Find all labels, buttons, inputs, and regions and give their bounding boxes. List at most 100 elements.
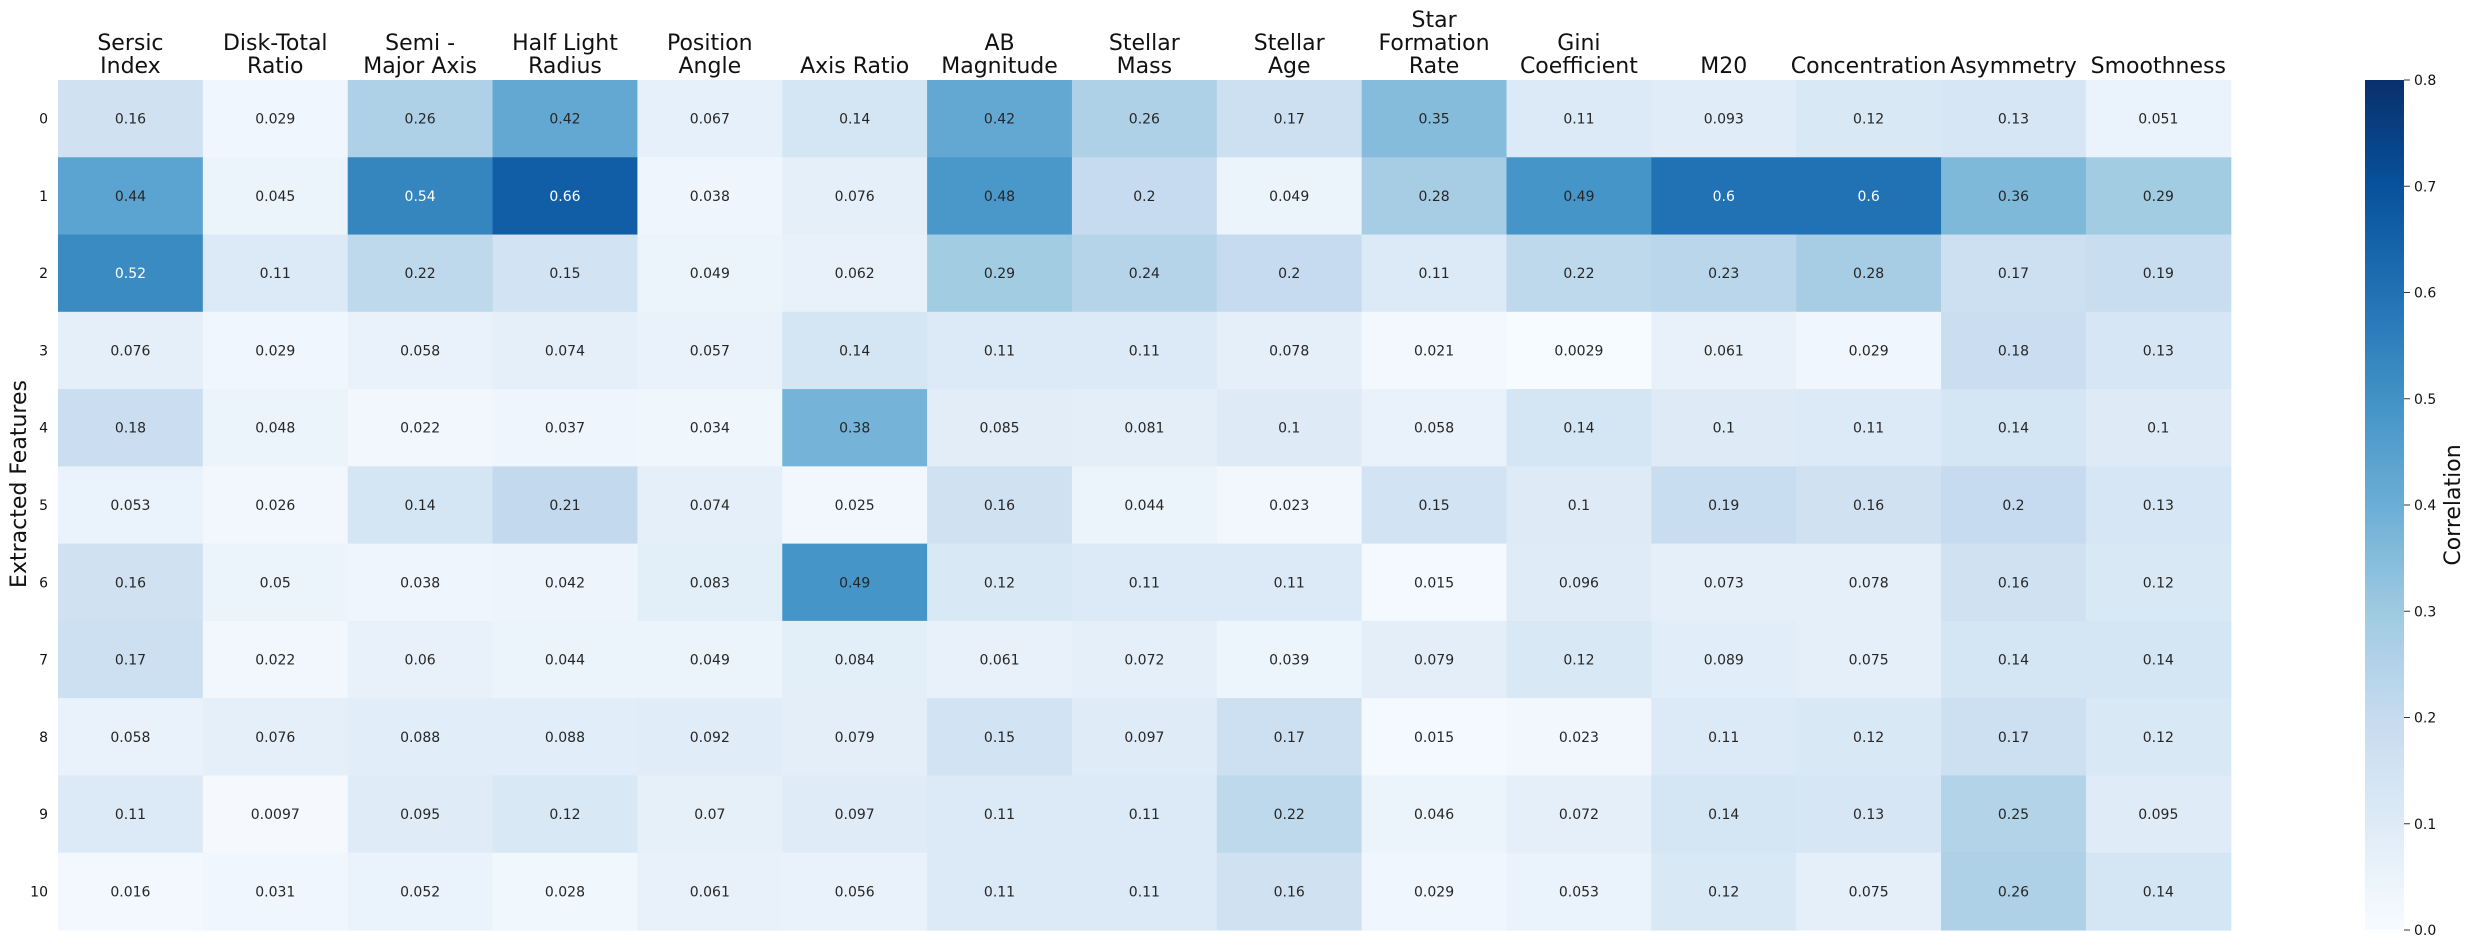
heatmap-cell-rect [2085,620,2232,699]
cell-value-label: 0.044 [1124,498,1164,514]
heatmap-cell: 0.13 [1796,775,1942,854]
heatmap-cell: 0.14 [2085,620,2232,699]
column-label: Asymmetry [1950,54,2077,79]
heatmap-cell: 0.42 [927,80,1073,158]
heatmap-cell: 0.11 [1651,698,1797,777]
column-label: Concentration [1791,54,1947,79]
cell-value-label: 0.14 [1998,653,2029,669]
heatmap-cell-rect [202,775,349,854]
colorbar-tick-label: 0.7 [2414,179,2436,195]
heatmap-cell: 0.096 [1506,543,1652,622]
heatmap-cell: 0.048 [202,389,349,467]
heatmap-cell: 0.24 [1071,234,1218,313]
cell-value-label: 0.029 [255,343,295,359]
heatmap-cell-rect [1506,620,1652,699]
heatmap-cell-rect [1651,775,1797,854]
heatmap-cell-rect [2085,234,2232,313]
cell-value-label: 0.14 [839,112,870,128]
heatmap-cell-rect [347,157,494,236]
cell-value-label: 0.072 [1124,653,1164,669]
heatmap-cell-rect [637,157,783,236]
cell-value-label: 0.17 [115,653,146,669]
cell-value-label: 0.049 [1269,189,1309,205]
cell-value-label: 0.6 [1713,189,1735,205]
heatmap-cell-rect [637,852,783,931]
cell-value-label: 0.38 [839,421,870,437]
cell-value-label: 0.12 [984,575,1015,591]
cell-value-label: 0.056 [835,884,875,900]
heatmap-cell-rect [1506,389,1652,467]
heatmap-cell-rect [2085,852,2232,931]
heatmap-cell: 0.088 [347,698,494,777]
heatmap-cell: 0.12 [2085,543,2232,622]
heatmap-cell-rect [58,852,204,931]
cell-value-label: 0.073 [1704,575,1744,591]
heatmap-cell: 0.029 [1796,311,1942,390]
heatmap-cell-rect [2085,80,2232,158]
heatmap-cell: 0.54 [347,157,494,236]
cell-value-label: 0.074 [545,343,585,359]
cell-value-label: 0.18 [1998,343,2029,359]
cell-value-label: 0.12 [549,807,580,823]
cell-value-label: 0.14 [2143,653,2174,669]
heatmap-cell: 0.12 [927,543,1073,622]
heatmap-cell-rect [637,234,783,313]
heatmap-cell: 0.016 [58,852,204,931]
cell-value-label: 0.048 [255,421,295,437]
heatmap-cell-rect [492,543,638,622]
cell-value-label: 0.052 [400,884,440,900]
heatmap-cell: 0.18 [58,389,204,467]
heatmap-cell-rect [1071,620,1218,699]
heatmap-cell: 0.075 [1796,620,1942,699]
cell-value-label: 0.18 [115,421,146,437]
heatmap-cell: 0.076 [202,698,349,777]
heatmap-cell-rect [347,466,494,545]
heatmap-cell: 0.092 [637,698,783,777]
heatmap-cell: 0.1 [1506,466,1652,545]
heatmap-cell: 0.056 [782,852,928,931]
heatmap-cell-rect [347,543,494,622]
cell-value-label: 0.2 [1133,189,1155,205]
heatmap-cell-rect [202,234,349,313]
heatmap-cell-rect [1216,852,1363,931]
cell-value-label: 0.046 [1414,807,1454,823]
heatmap-cell: 0.15 [492,234,638,313]
heatmap-cell-rect [2085,698,2232,777]
cell-value-label: 0.11 [1129,575,1160,591]
column-labels: Sersic Index Disk-Total Ratio Semi -Major Ax… [97,8,2226,79]
heatmap-cell: 0.11 [1071,311,1218,390]
heatmap-cell: 0.022 [347,389,494,467]
cell-value-label: 0.14 [1708,807,1739,823]
heatmap-cell-rect [492,466,638,545]
cell-value-label: 0.085 [979,421,1019,437]
heatmap-cell: 0.11 [1506,80,1652,158]
heatmap-cell: 0.29 [927,234,1073,313]
heatmap-cell-rect [1506,311,1652,390]
cell-value-label: 0.088 [545,730,585,746]
heatmap-cell: 0.35 [1361,80,1508,158]
cell-value-label: 0.031 [255,884,295,900]
cell-value-label: 0.078 [1269,343,1309,359]
heatmap-cell: 0.14 [2085,852,2232,931]
cell-value-label: 0.049 [690,653,730,669]
heatmap-cell: 0.36 [1941,157,2087,236]
heatmap-cell-rect [58,80,204,158]
heatmap-cell: 0.11 [58,775,204,854]
cell-value-label: 0.051 [2138,112,2178,128]
cell-value-label: 0.11 [1274,575,1305,591]
heatmap-cell-rect [1071,389,1218,467]
cell-value-label: 0.13 [2143,498,2174,514]
heatmap-cell-rect [1796,466,1942,545]
heatmap-cell-rect [1216,466,1363,545]
cell-value-label: 0.16 [115,575,146,591]
cell-value-label: 0.015 [1414,730,1454,746]
cell-value-label: 0.14 [2143,884,2174,900]
heatmap-cell-rect [1506,466,1652,545]
heatmap-cell: 0.14 [347,466,494,545]
heatmap-cell-rect [1506,234,1652,313]
heatmap-cell-rect [1361,80,1508,158]
row-labels: 0 1 2 3 4 5 6 7 8 9 10 [30,112,48,901]
cell-value-label: 0.058 [1414,421,1454,437]
column-label: Axis Ratio [800,54,909,79]
